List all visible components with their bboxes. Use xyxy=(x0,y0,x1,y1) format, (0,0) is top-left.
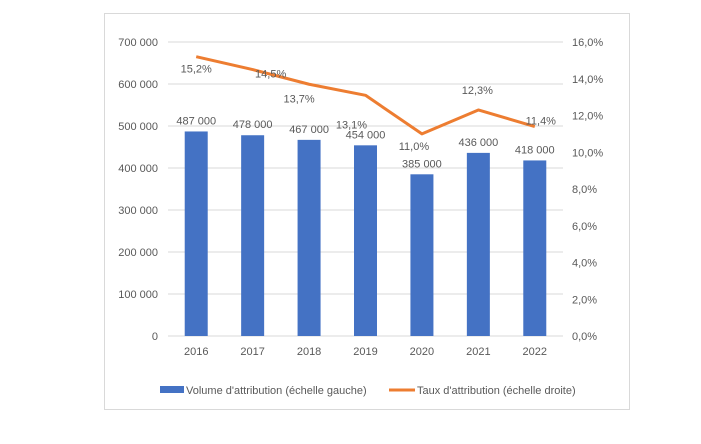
x-tick-label: 2019 xyxy=(353,346,377,358)
left-tick-label: 200 000 xyxy=(118,247,158,259)
x-tick-label: 2022 xyxy=(523,346,547,358)
left-tick-label: 700 000 xyxy=(118,37,158,49)
chart-frame xyxy=(104,13,630,410)
line-data-label: 12,3% xyxy=(462,85,493,97)
line-data-label: 14,5% xyxy=(255,69,286,81)
right-tick-label: 10,0% xyxy=(572,147,603,159)
left-tick-label: 400 000 xyxy=(118,163,158,175)
left-tick-label: 600 000 xyxy=(118,79,158,91)
right-tick-label: 0,0% xyxy=(572,331,597,343)
right-tick-label: 16,0% xyxy=(572,37,603,49)
bar xyxy=(354,145,377,336)
x-tick-label: 2020 xyxy=(410,346,434,358)
legend-swatch-bar xyxy=(160,386,184,393)
bar-data-label: 385 000 xyxy=(402,158,442,170)
right-tick-label: 6,0% xyxy=(572,221,597,233)
line-data-label: 15,2% xyxy=(181,64,212,76)
right-tick-label: 14,0% xyxy=(572,74,603,86)
line-data-label: 13,1% xyxy=(336,119,367,131)
bar-data-label: 487 000 xyxy=(176,115,216,127)
bar-data-label: 467 000 xyxy=(289,124,329,136)
bar xyxy=(241,135,265,336)
right-tick-label: 4,0% xyxy=(572,258,597,270)
bar-data-label: 478 000 xyxy=(233,119,273,131)
legend-label: Volume d'attribution (échelle gauche) xyxy=(186,385,367,397)
right-tick-label: 8,0% xyxy=(572,184,597,196)
bar xyxy=(297,139,321,336)
bar xyxy=(410,174,434,336)
bar-data-label: 418 000 xyxy=(515,144,555,156)
bar-data-label: 436 000 xyxy=(458,137,498,149)
x-tick-label: 2018 xyxy=(297,346,321,358)
line-data-label: 11,0% xyxy=(399,141,430,153)
left-tick-label: 100 000 xyxy=(118,289,158,301)
line-data-label: 13,7% xyxy=(283,93,314,105)
line-data-label: 11,4% xyxy=(526,116,557,128)
left-tick-label: 500 000 xyxy=(118,121,158,133)
bar xyxy=(184,131,208,336)
left-tick-label: 0 xyxy=(152,331,158,343)
bar xyxy=(523,160,547,336)
bar-data-label: 454 000 xyxy=(346,129,386,141)
left-tick-label: 300 000 xyxy=(118,205,158,217)
right-tick-label: 2,0% xyxy=(572,294,597,306)
right-tick-label: 12,0% xyxy=(572,111,603,123)
x-tick-label: 2017 xyxy=(240,346,264,358)
x-tick-label: 2016 xyxy=(184,346,208,358)
bar xyxy=(466,152,490,336)
legend-label: Taux d'attribution (échelle droite) xyxy=(417,385,576,397)
x-tick-label: 2021 xyxy=(466,346,490,358)
